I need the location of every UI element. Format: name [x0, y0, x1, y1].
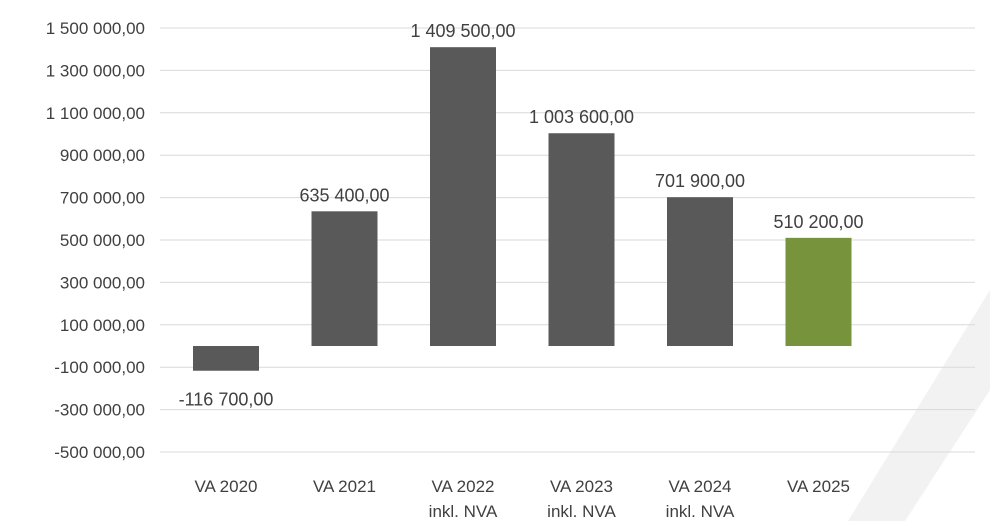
bar — [430, 47, 496, 346]
bar — [548, 133, 615, 346]
x-category-label: inkl. NVA — [429, 502, 498, 521]
x-category-label: VA 2022 — [431, 477, 494, 496]
data-label: 635 400,00 — [299, 185, 389, 205]
y-tick-label: 300 000,00 — [60, 273, 145, 292]
y-tick-label: 1 500 000,00 — [46, 19, 145, 38]
x-category-label: VA 2025 — [787, 477, 850, 496]
data-label: 1 409 500,00 — [410, 21, 515, 41]
bars — [193, 47, 852, 371]
x-axis-category-labels: VA 2020 VA 2021 VA 2022 inkl. NVA VA 2023 ink… — [194, 477, 850, 521]
data-labels: -116 700,00 635 400,00 1 409 500,00 1 003 6… — [179, 21, 864, 410]
data-label: -116 700,00 — [179, 390, 274, 410]
y-tick-label: 1 300 000,00 — [46, 61, 145, 80]
x-category-label: inkl. NVA — [547, 502, 616, 521]
data-label: 510 200,00 — [773, 212, 863, 232]
x-category-label: VA 2023 — [550, 477, 613, 496]
y-tick-label: 1 100 000,00 — [46, 104, 145, 123]
y-tick-label: 900 000,00 — [60, 146, 145, 165]
bar — [785, 237, 852, 346]
x-category-label: VA 2020 — [194, 477, 257, 496]
watermark-decoration — [848, 290, 990, 521]
y-tick-label: -100 000,00 — [54, 358, 145, 377]
bar — [667, 197, 733, 346]
y-tick-label: 100 000,00 — [60, 316, 145, 335]
y-tick-label: 500 000,00 — [60, 231, 145, 250]
y-tick-label: 700 000,00 — [60, 189, 145, 208]
x-category-label: VA 2024 — [668, 477, 731, 496]
data-label: 701 900,00 — [655, 171, 745, 191]
x-category-label: VA 2021 — [313, 477, 376, 496]
y-axis-tick-labels: 1 500 000,00 1 300 000,00 1 100 000,00 900 … — [46, 19, 145, 462]
y-tick-label: -300 000,00 — [54, 401, 145, 420]
bar — [193, 346, 259, 371]
x-category-label: inkl. NVA — [666, 502, 735, 521]
y-tick-label: -500 000,00 — [54, 443, 145, 462]
data-label: 1 003 600,00 — [529, 107, 634, 127]
bar — [311, 211, 378, 346]
